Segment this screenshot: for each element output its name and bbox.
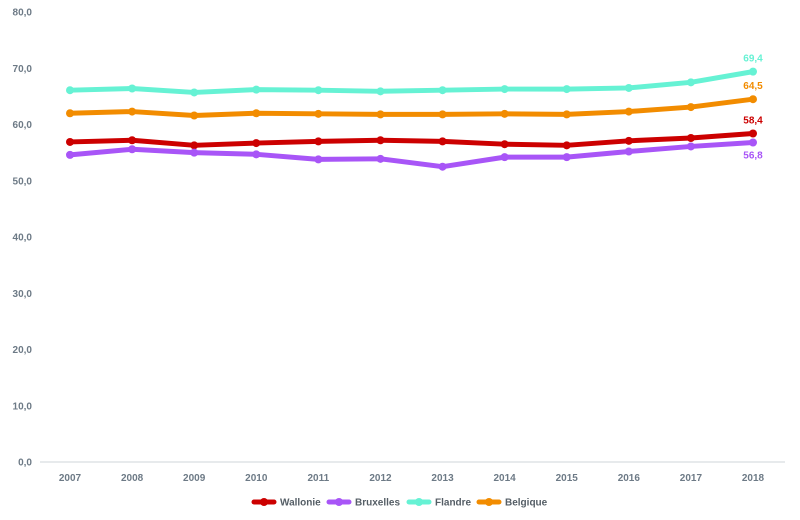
y-axis: 0,0 10,0 20,0 30,0 40,0 50,0 60,0 70,0 80,0 bbox=[13, 8, 33, 469]
data-point bbox=[66, 86, 74, 95]
data-point bbox=[438, 110, 447, 119]
data-point bbox=[562, 153, 571, 162]
legend-marker bbox=[415, 498, 423, 506]
y-tick-label: 20,0 bbox=[13, 345, 33, 356]
series-wallonie: 58,4 bbox=[66, 116, 763, 150]
data-point bbox=[314, 137, 323, 146]
data-point bbox=[500, 85, 509, 94]
data-point bbox=[438, 137, 447, 146]
data-point bbox=[562, 141, 571, 150]
data-point bbox=[376, 87, 385, 96]
y-tick-label: 30,0 bbox=[13, 289, 33, 300]
series-line bbox=[67, 140, 756, 170]
legend-label: Flandre bbox=[435, 498, 472, 509]
legend-marker bbox=[485, 498, 493, 506]
data-point bbox=[686, 103, 695, 112]
x-tick-label: 2011 bbox=[308, 473, 330, 484]
legend-label: Bruxelles bbox=[355, 498, 400, 509]
x-tick-label: 2007 bbox=[59, 473, 82, 484]
data-point bbox=[252, 150, 261, 159]
data-point bbox=[376, 154, 385, 163]
y-tick-label: 60,0 bbox=[13, 120, 33, 131]
data-point bbox=[376, 110, 385, 119]
legend-marker bbox=[335, 498, 343, 506]
data-point bbox=[190, 141, 199, 150]
y-tick-label: 50,0 bbox=[13, 176, 33, 187]
series-belgique: 64,5 bbox=[66, 81, 763, 120]
data-point bbox=[128, 84, 137, 93]
data-point bbox=[314, 86, 323, 95]
data-point bbox=[438, 162, 447, 171]
y-tick-label: 70,0 bbox=[13, 64, 33, 75]
series-line bbox=[67, 69, 756, 95]
data-point bbox=[128, 107, 137, 116]
data-label: 69,4 bbox=[743, 54, 763, 65]
data-point bbox=[686, 142, 695, 151]
legend: Wallonie Bruxelles Flandre Belgique bbox=[251, 498, 548, 509]
x-tick-label: 2017 bbox=[680, 473, 703, 484]
data-point bbox=[749, 95, 757, 104]
data-point bbox=[314, 155, 323, 164]
y-tick-label: 40,0 bbox=[13, 233, 33, 244]
data-point bbox=[190, 148, 199, 157]
legend-entry-bruxelles: Bruxelles bbox=[326, 498, 400, 509]
data-point bbox=[66, 137, 74, 146]
series-layer: 58,4 56,8 69,4 64,5 bbox=[66, 54, 763, 171]
y-tick-label: 80,0 bbox=[13, 8, 33, 19]
data-point bbox=[252, 109, 261, 118]
data-point bbox=[500, 153, 509, 162]
data-point bbox=[624, 147, 633, 156]
data-point bbox=[66, 109, 74, 118]
data-point bbox=[749, 67, 757, 76]
data-point bbox=[376, 136, 385, 145]
data-point bbox=[686, 78, 695, 87]
data-point bbox=[562, 85, 571, 94]
legend-label: Wallonie bbox=[280, 498, 321, 509]
data-label: 56,8 bbox=[743, 151, 763, 162]
data-point bbox=[500, 109, 509, 118]
y-tick-label: 0,0 bbox=[18, 458, 32, 469]
data-point bbox=[128, 136, 137, 145]
data-point bbox=[749, 138, 757, 147]
x-tick-label: 2015 bbox=[556, 473, 579, 484]
data-point bbox=[624, 136, 633, 145]
data-point bbox=[500, 140, 509, 149]
data-point bbox=[190, 88, 199, 97]
x-tick-label: 2010 bbox=[245, 473, 268, 484]
series-line bbox=[67, 131, 756, 148]
legend-entry-wallonie: Wallonie bbox=[251, 498, 321, 509]
data-point bbox=[686, 134, 695, 142]
data-label: 58,4 bbox=[743, 116, 763, 127]
series-flandre: 69,4 bbox=[66, 54, 763, 97]
series-bruxelles: 56,8 bbox=[66, 138, 763, 171]
x-tick-label: 2009 bbox=[183, 473, 206, 484]
data-point bbox=[252, 85, 261, 94]
data-point bbox=[438, 86, 447, 95]
x-tick-label: 2012 bbox=[369, 473, 392, 484]
legend-label: Belgique bbox=[505, 498, 548, 509]
x-axis: 2007 2008 2009 2010 2011 2012 2013 2014 2015 2016… bbox=[59, 473, 765, 484]
legend-entry-belgique: Belgique bbox=[476, 498, 548, 509]
y-tick-label: 10,0 bbox=[13, 401, 33, 412]
legend-marker bbox=[260, 498, 268, 506]
x-tick-label: 2013 bbox=[431, 473, 454, 484]
data-point bbox=[624, 107, 633, 116]
data-point bbox=[252, 139, 261, 148]
legend-entry-flandre: Flandre bbox=[406, 498, 472, 509]
data-label: 64,5 bbox=[743, 81, 763, 92]
x-tick-label: 2014 bbox=[494, 473, 517, 484]
data-point bbox=[314, 109, 323, 118]
data-point bbox=[562, 110, 571, 119]
x-tick-label: 2016 bbox=[618, 473, 641, 484]
x-tick-label: 2018 bbox=[742, 473, 765, 484]
data-point bbox=[66, 150, 74, 159]
series-line bbox=[67, 96, 756, 118]
x-tick-label: 2008 bbox=[121, 473, 144, 484]
data-point bbox=[624, 83, 633, 92]
data-point bbox=[749, 129, 757, 138]
data-point bbox=[190, 111, 199, 120]
data-point bbox=[128, 145, 137, 154]
